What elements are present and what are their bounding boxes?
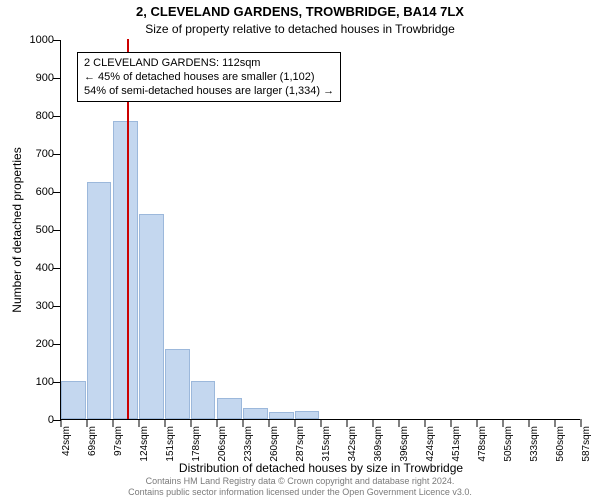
histogram-bar xyxy=(139,214,164,419)
x-tick-label: 151sqm xyxy=(166,426,176,476)
x-tick-label: 97sqm xyxy=(114,426,124,476)
footer-line-2: Contains public sector information licen… xyxy=(0,487,600,498)
y-tick xyxy=(53,192,61,193)
y-tick-label: 700 xyxy=(14,149,54,160)
y-tick-label: 900 xyxy=(14,73,54,84)
x-tick-label: 287sqm xyxy=(296,426,306,476)
x-tick-label: 69sqm xyxy=(88,426,98,476)
x-axis-label: Distribution of detached houses by size … xyxy=(61,461,581,475)
x-tick-label: 178sqm xyxy=(192,426,202,476)
y-tick-label: 1000 xyxy=(14,35,54,46)
histogram-bar xyxy=(191,381,216,419)
y-tick-label: 300 xyxy=(14,301,54,312)
x-tick-label: 42sqm xyxy=(62,426,72,476)
y-tick xyxy=(53,154,61,155)
histogram-bar xyxy=(217,398,242,419)
y-tick-label: 800 xyxy=(14,111,54,122)
y-tick xyxy=(53,116,61,117)
x-tick-label: 260sqm xyxy=(270,426,280,476)
y-tick xyxy=(53,306,61,307)
histogram-bar xyxy=(87,182,112,420)
y-tick-label: 0 xyxy=(14,415,54,426)
x-tick-label: 315sqm xyxy=(322,426,332,476)
histogram-bar xyxy=(243,408,268,419)
y-tick xyxy=(53,344,61,345)
y-tick-label: 500 xyxy=(14,225,54,236)
y-tick xyxy=(53,268,61,269)
x-tick-label: 124sqm xyxy=(140,426,150,476)
x-tick-label: 533sqm xyxy=(530,426,540,476)
y-tick-label: 100 xyxy=(14,377,54,388)
y-tick-label: 200 xyxy=(14,339,54,350)
x-tick-label: 342sqm xyxy=(348,426,358,476)
annotation-line-1: 2 CLEVELAND GARDENS: 112sqm xyxy=(84,56,334,70)
chart-title-sub: Size of property relative to detached ho… xyxy=(0,22,600,36)
chart-title-main: 2, CLEVELAND GARDENS, TROWBRIDGE, BA14 7… xyxy=(0,4,600,19)
x-tick-label: 451sqm xyxy=(452,426,462,476)
x-tick-label: 478sqm xyxy=(478,426,488,476)
chart-container: 2, CLEVELAND GARDENS, TROWBRIDGE, BA14 7… xyxy=(0,0,600,500)
footer-line-1: Contains HM Land Registry data © Crown c… xyxy=(0,476,600,487)
y-tick-label: 400 xyxy=(14,263,54,274)
histogram-bar xyxy=(269,412,294,419)
y-tick-label: 600 xyxy=(14,187,54,198)
histogram-bar xyxy=(295,411,320,419)
annotation-line-2: ← 45% of detached houses are smaller (1,… xyxy=(84,70,334,84)
y-tick xyxy=(53,78,61,79)
histogram-bar xyxy=(165,349,190,419)
footer-attribution: Contains HM Land Registry data © Crown c… xyxy=(0,476,600,498)
x-tick-label: 587sqm xyxy=(582,426,592,476)
annotation-box: 2 CLEVELAND GARDENS: 112sqm ← 45% of det… xyxy=(77,52,341,102)
x-tick-label: 505sqm xyxy=(504,426,514,476)
annotation-line-3: 54% of semi-detached houses are larger (… xyxy=(84,84,334,98)
x-tick-label: 369sqm xyxy=(374,426,384,476)
y-tick xyxy=(53,40,61,41)
histogram-bar xyxy=(61,381,86,419)
x-tick-label: 396sqm xyxy=(400,426,410,476)
x-tick-label: 206sqm xyxy=(218,426,228,476)
y-tick xyxy=(53,230,61,231)
y-tick xyxy=(53,382,61,383)
x-tick-label: 560sqm xyxy=(556,426,566,476)
x-tick-label: 424sqm xyxy=(426,426,436,476)
x-tick-label: 233sqm xyxy=(244,426,254,476)
